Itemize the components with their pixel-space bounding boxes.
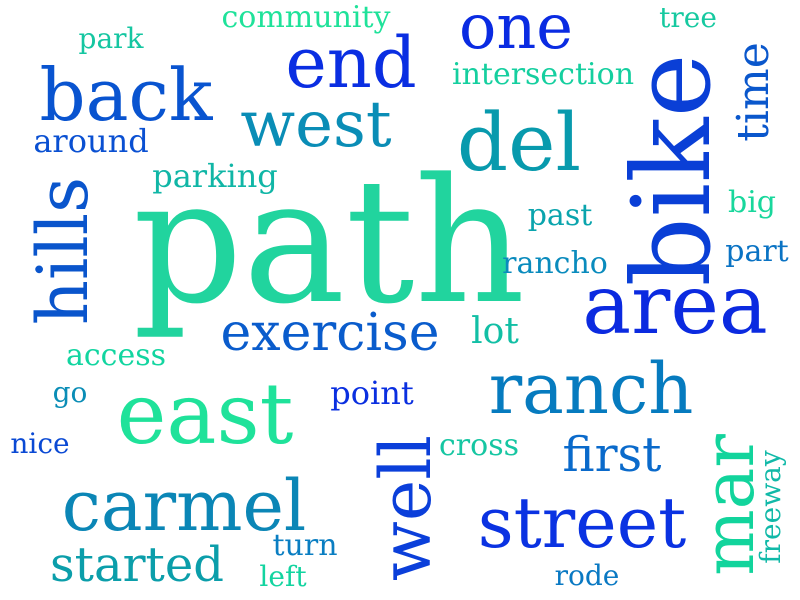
word-one: one — [459, 0, 573, 63]
word-exercise: exercise — [220, 303, 440, 363]
word-cross: cross — [439, 428, 519, 463]
word-area: area — [582, 258, 768, 353]
word-hills: hills — [22, 176, 104, 326]
word-bike: bike — [610, 53, 735, 287]
word-intersection: intersection — [451, 57, 635, 92]
word-ranch: ranch — [488, 348, 694, 430]
word-nice: nice — [10, 427, 70, 460]
word-back: back — [39, 53, 213, 137]
word-access: access — [65, 338, 167, 373]
word-path: path — [132, 141, 526, 342]
word-rode: rode — [554, 559, 620, 592]
word-carmel: carmel — [61, 465, 307, 547]
word-well: well — [365, 434, 447, 582]
word-around: around — [33, 122, 149, 160]
word-time: time — [728, 42, 779, 142]
word-park: park — [78, 22, 144, 55]
word-rancho: rancho — [502, 246, 608, 281]
word-point: point — [330, 374, 414, 412]
word-part: part — [725, 234, 789, 269]
word-first: first — [562, 427, 662, 483]
word-freeway: freeway — [754, 450, 787, 564]
word-street: street — [477, 482, 687, 564]
word-big: big — [727, 185, 777, 220]
word-started: started — [50, 537, 224, 593]
word-parking: parking — [152, 157, 278, 195]
word-community: community — [221, 0, 391, 35]
word-past: past — [527, 198, 593, 233]
word-end: end — [285, 22, 417, 104]
word-del: del — [456, 96, 582, 189]
word-left: left — [259, 560, 307, 593]
word-go: go — [52, 376, 88, 409]
word-east: east — [116, 365, 294, 463]
word-turn: turn — [272, 528, 338, 563]
word-lot: lot — [471, 311, 519, 352]
word-tree: tree — [659, 1, 717, 34]
word-west: west — [240, 88, 392, 162]
